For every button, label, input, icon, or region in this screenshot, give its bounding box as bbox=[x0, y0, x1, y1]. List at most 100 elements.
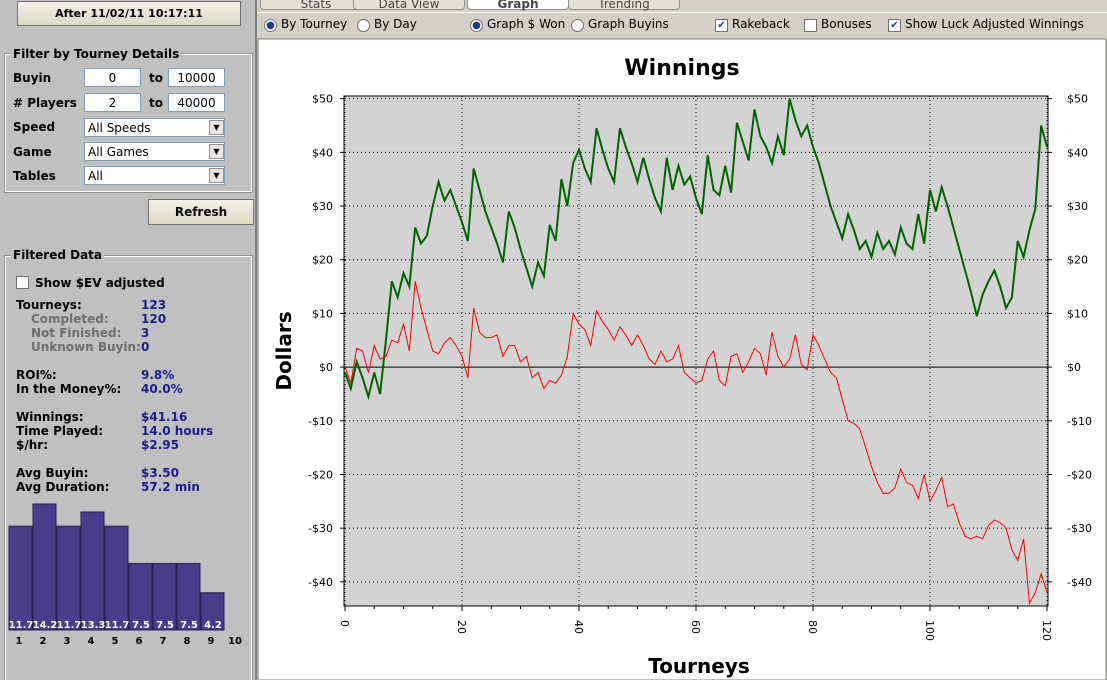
radio[interactable]: ● bbox=[264, 19, 277, 32]
x-tick-label: 6 bbox=[136, 636, 143, 647]
y-tick-label: -$30 bbox=[308, 522, 333, 535]
tables-select[interactable]: All bbox=[84, 166, 225, 185]
filtered-title: Filtered Data bbox=[11, 248, 105, 262]
y2-tick-label: -$30 bbox=[1067, 522, 1092, 535]
stat-value: 9.8% bbox=[141, 368, 175, 382]
to-label: to bbox=[149, 71, 163, 85]
stat-label: In the Money%: bbox=[16, 382, 122, 396]
y2-tick-label: $10 bbox=[1067, 307, 1088, 320]
x-tick-label: 10 bbox=[228, 636, 242, 647]
radio[interactable]: ● bbox=[470, 19, 483, 32]
speed-label: Speed bbox=[13, 120, 56, 134]
y-tick-label: $30 bbox=[312, 200, 333, 213]
ev-checkbox-label: Show $EV adjusted bbox=[35, 276, 165, 290]
checkbox[interactable]: ✔ bbox=[715, 19, 728, 32]
value-label: 11.7 bbox=[9, 620, 34, 631]
x-tick-label: 0 bbox=[338, 620, 351, 627]
value-label: 11.7 bbox=[57, 620, 82, 631]
x-tick-label: 5 bbox=[112, 636, 119, 647]
y-tick-label: $20 bbox=[312, 254, 333, 267]
y2-tick-label: -$40 bbox=[1067, 576, 1092, 589]
stat-sub-label: Not Finished: bbox=[31, 326, 122, 340]
y-tick-label: $50 bbox=[312, 93, 333, 106]
x-tick-label: 4 bbox=[88, 636, 95, 647]
tab[interactable]: Trending bbox=[568, 0, 680, 11]
stat-sub-value: 0 bbox=[141, 340, 150, 354]
stat-label: $/hr: bbox=[16, 438, 48, 452]
stat-value: 57.2 min bbox=[141, 480, 200, 494]
y-tick-label: $10 bbox=[312, 307, 333, 320]
stat-label: Winnings: bbox=[16, 410, 84, 424]
chart-title: Winnings bbox=[624, 56, 739, 81]
stat-sub-label: Unknown Buyin: bbox=[31, 340, 141, 354]
stat-value: 40.0% bbox=[141, 382, 183, 396]
stat-label: Avg Duration: bbox=[16, 480, 110, 494]
checkbox[interactable]: ✔ bbox=[888, 19, 901, 32]
stat-value: $3.50 bbox=[141, 466, 179, 480]
bar bbox=[8, 525, 33, 631]
game-select[interactable]: All Games bbox=[84, 142, 225, 161]
value-label: 7.5 bbox=[156, 620, 174, 631]
value-label: 11.7 bbox=[105, 620, 130, 631]
checkbox[interactable] bbox=[804, 19, 817, 32]
buyin-max[interactable]: 10000 bbox=[168, 68, 225, 87]
option-label: By Day bbox=[374, 17, 417, 31]
main-chart: Winnings Tourneys Dollars -$40 -$40 -$30 -$30 -… bbox=[257, 38, 1107, 680]
tab[interactable]: Data View bbox=[353, 0, 465, 11]
y2-tick-label: -$10 bbox=[1067, 415, 1092, 428]
x-tick-label: 9 bbox=[208, 636, 215, 647]
stat-value: 123 bbox=[141, 298, 167, 312]
series-line bbox=[344, 281, 1048, 606]
radio[interactable] bbox=[571, 19, 584, 32]
tab[interactable]: Graph bbox=[467, 0, 569, 11]
x-tick-label: 40 bbox=[572, 620, 585, 634]
stat-label: Tourneys: bbox=[16, 298, 82, 312]
x-axis-label: Tourneys bbox=[648, 654, 750, 678]
select-arrow[interactable]: ▼ bbox=[209, 168, 224, 183]
bar bbox=[104, 525, 129, 631]
option-label: Rakeback bbox=[732, 17, 790, 31]
y2-tick-label: $40 bbox=[1067, 146, 1088, 159]
option-label: Show Luck Adjusted Winnings bbox=[905, 17, 1084, 31]
players-max[interactable]: 40000 bbox=[168, 93, 225, 112]
option-label: Graph $ Won bbox=[487, 17, 566, 31]
y2-tick-label: $0 bbox=[1067, 361, 1081, 374]
radio[interactable] bbox=[357, 19, 370, 32]
y-axis-label: Dollars bbox=[272, 311, 296, 390]
value-label: 4.2 bbox=[204, 620, 222, 631]
filtered-group bbox=[4, 255, 253, 680]
y-tick-label: -$10 bbox=[308, 415, 333, 428]
refresh-button[interactable]: Refresh bbox=[148, 199, 254, 225]
y-tick-label: -$40 bbox=[308, 576, 333, 589]
stat-sub-label: Completed: bbox=[31, 312, 109, 326]
x-tick-label: 3 bbox=[64, 636, 71, 647]
x-tick-label: 80 bbox=[806, 620, 819, 634]
x-tick-label: 1 bbox=[16, 636, 23, 647]
value-label: 13.3 bbox=[81, 620, 106, 631]
bar bbox=[56, 525, 81, 631]
stat-label: ROI%: bbox=[16, 368, 57, 382]
ev-checkbox[interactable] bbox=[16, 276, 29, 289]
stat-sub-value: 3 bbox=[141, 326, 150, 340]
option-label: By Tourney bbox=[281, 17, 348, 31]
x-tick-label: 8 bbox=[184, 636, 191, 647]
select-arrow[interactable]: ▼ bbox=[209, 120, 224, 135]
players-min[interactable]: 2 bbox=[84, 93, 141, 112]
y-tick-label: $0 bbox=[319, 361, 333, 374]
speed-select[interactable]: All Speeds bbox=[84, 118, 225, 137]
buyin-min[interactable]: 0 bbox=[84, 68, 141, 87]
date-button[interactable]: After 11/02/11 10:17:11 bbox=[17, 1, 241, 26]
value-label: 14.2 bbox=[33, 620, 58, 631]
select-arrow[interactable]: ▼ bbox=[209, 144, 224, 159]
bar bbox=[80, 511, 105, 631]
y2-tick-label: -$20 bbox=[1067, 468, 1092, 481]
players-label: # Players bbox=[13, 96, 77, 110]
stat-value: 14.0 hours bbox=[141, 424, 214, 438]
stat-sub-value: 120 bbox=[141, 312, 167, 326]
x-tick-label: 20 bbox=[455, 620, 468, 634]
option-label: Graph Buyins bbox=[588, 17, 669, 31]
value-label: 7.5 bbox=[132, 620, 150, 631]
y2-tick-label: $20 bbox=[1067, 254, 1088, 267]
x-tick-label: 2 bbox=[40, 636, 47, 647]
